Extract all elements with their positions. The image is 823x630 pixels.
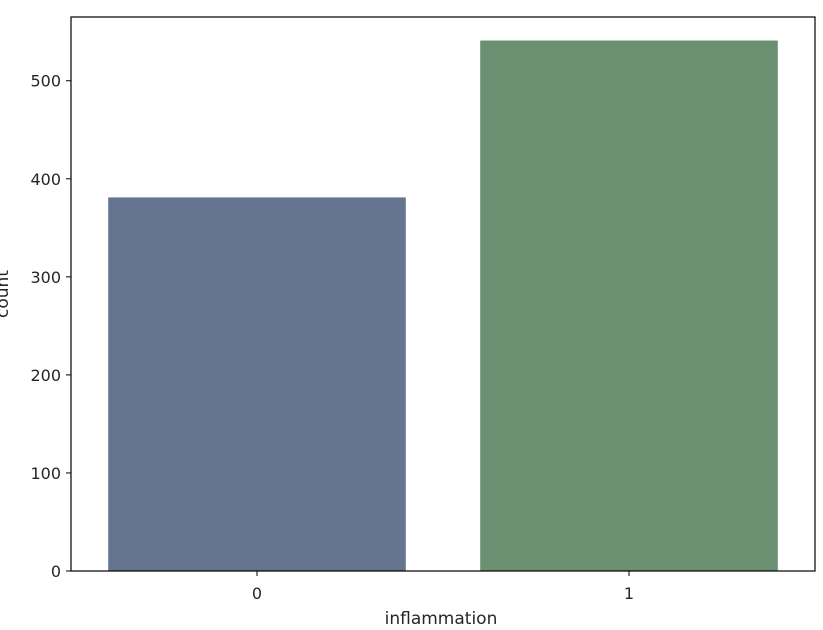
y-tick-label: 500 [30, 72, 61, 91]
y-tick-label: 100 [30, 464, 61, 483]
plot-frame [70, 16, 816, 572]
y-tick-label: 200 [30, 366, 61, 385]
bars-group [108, 40, 778, 572]
y-axis-label: count [0, 270, 13, 318]
y-axis: 0 100 200 300 400 500 [30, 72, 71, 581]
bar-1 [480, 40, 778, 572]
bar-0 [108, 197, 406, 571]
x-tick-label: 1 [624, 584, 634, 603]
y-tick-label: 400 [30, 170, 61, 189]
x-tick-label: 0 [252, 584, 262, 603]
y-tick-label: 300 [30, 268, 61, 287]
y-tick-label: 0 [51, 562, 61, 581]
x-axis-label: inflammation [385, 609, 498, 629]
